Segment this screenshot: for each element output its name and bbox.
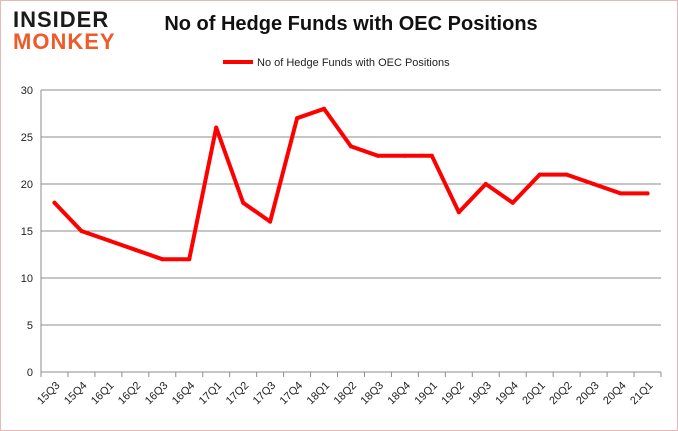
- x-tick-label: 16Q3: [143, 380, 171, 408]
- chart-title: No of Hedge Funds with OEC Positions: [164, 13, 538, 35]
- y-tick-label: 10: [21, 273, 33, 285]
- y-tick-label: 30: [21, 85, 33, 97]
- x-tick-label: 18Q1: [305, 380, 333, 408]
- x-tick-label: 18Q3: [359, 380, 387, 408]
- data-point: [618, 191, 623, 196]
- data-point: [241, 200, 246, 205]
- data-point: [187, 257, 192, 262]
- data-point: [106, 238, 111, 243]
- y-tick-label: 15: [21, 226, 33, 238]
- x-tick-label: 19Q2: [439, 380, 467, 408]
- x-tick-label: 19Q3: [466, 380, 494, 408]
- x-tick-label: 18Q4: [386, 380, 414, 408]
- x-tick-label: 19Q4: [493, 380, 521, 408]
- y-tick-label: 0: [27, 367, 33, 379]
- insider-monkey-logo: INSIDER MONKEY: [13, 9, 128, 53]
- data-point: [456, 210, 461, 215]
- data-point: [349, 144, 353, 149]
- x-tick-label: 17Q1: [197, 380, 225, 408]
- y-tick-label: 20: [21, 179, 33, 191]
- x-tick-label: 20Q1: [520, 380, 548, 408]
- logo-line1: INSIDER: [13, 7, 110, 32]
- logo-line2: MONKEY: [13, 29, 116, 54]
- legend-label: No of Hedge Funds with OEC Positions: [257, 57, 450, 69]
- x-tick-label: 20Q4: [601, 380, 629, 408]
- x-tick-label: 16Q2: [116, 380, 144, 408]
- data-point: [52, 200, 57, 205]
- data-point: [268, 219, 273, 224]
- data-point: [375, 153, 380, 158]
- data-point: [322, 106, 327, 111]
- data-point: [564, 172, 569, 177]
- data-point: [483, 182, 488, 186]
- data-point: [645, 191, 650, 196]
- data-point: [537, 172, 542, 177]
- data-point: [591, 182, 596, 186]
- data-point: [79, 229, 84, 233]
- data-point: [160, 257, 165, 262]
- x-tick-label: 19Q1: [412, 380, 440, 408]
- x-tick-label: 16Q4: [170, 380, 198, 408]
- x-tick-label: 17Q2: [224, 380, 252, 408]
- data-point: [429, 153, 434, 158]
- x-tick-label: 20Q2: [547, 380, 575, 408]
- x-tick-label: 17Q3: [251, 380, 279, 408]
- data-point: [402, 153, 407, 158]
- x-tick-label: 16Q1: [89, 380, 117, 408]
- x-tick-label: 18Q2: [332, 380, 360, 408]
- x-tick-label: 15Q4: [62, 380, 90, 408]
- x-tick-label: 21Q1: [628, 380, 656, 408]
- data-point: [214, 125, 219, 130]
- x-tick-label: 20Q3: [574, 380, 602, 408]
- data-point: [510, 200, 515, 205]
- y-tick-label: 25: [21, 132, 33, 144]
- data-point: [295, 116, 300, 121]
- y-tick-label: 5: [27, 320, 33, 332]
- data-point: [133, 247, 138, 252]
- x-tick-label: 17Q4: [278, 380, 306, 408]
- x-tick-label: 15Q3: [35, 380, 63, 408]
